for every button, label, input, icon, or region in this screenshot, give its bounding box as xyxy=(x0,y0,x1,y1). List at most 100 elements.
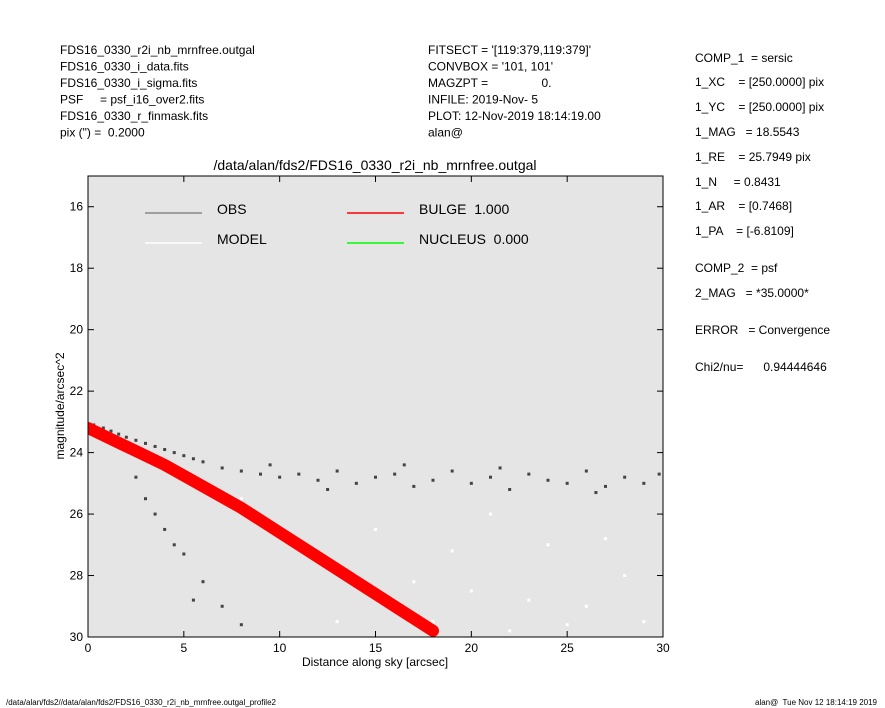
data-point xyxy=(374,475,377,479)
data-point xyxy=(117,432,121,436)
data-point xyxy=(239,623,243,627)
model-line xyxy=(88,422,439,637)
header-right-line: 1_XC = [250.0000] pix xyxy=(695,75,824,89)
header-right-line: 1_AR = [0.7468] xyxy=(695,199,792,213)
data-point xyxy=(469,481,473,485)
x-tick-label: 20 xyxy=(465,641,479,655)
header-left-line: FDS16_0330_i_data.fits xyxy=(60,60,189,74)
x-tick-label: 15 xyxy=(369,641,383,655)
data-point xyxy=(220,466,224,470)
plot-area xyxy=(88,422,661,637)
data-point xyxy=(469,589,473,593)
footer-left: /data/alan/fds2//data/alan/fds2/FDS16_03… xyxy=(6,698,277,707)
x-tick-label: 10 xyxy=(273,641,287,655)
data-point xyxy=(268,463,272,467)
y-axis-label: magnitude/arcsec^2 xyxy=(53,352,67,459)
data-point xyxy=(498,466,502,470)
data-point xyxy=(393,472,397,476)
data-point xyxy=(594,491,598,495)
x-tick-label: 5 xyxy=(180,641,187,655)
data-point xyxy=(326,487,330,491)
data-point xyxy=(172,543,176,547)
data-point xyxy=(163,448,167,452)
header-right-line: 1_YC = [250.0000] pix xyxy=(695,100,824,114)
data-point xyxy=(431,478,435,482)
header-right-line: COMP_1 = sersic xyxy=(695,51,793,65)
y-tick-label: 22 xyxy=(70,384,84,398)
data-point xyxy=(527,472,531,476)
data-point xyxy=(489,512,492,516)
header-right-line: 1_RE = 25.7949 pix xyxy=(695,150,811,164)
data-point xyxy=(172,451,176,455)
data-point xyxy=(431,620,435,624)
data-point xyxy=(623,475,627,479)
x-axis-label: Distance along sky [arcsec] xyxy=(302,655,448,669)
data-point xyxy=(109,429,113,433)
data-point xyxy=(239,469,243,473)
x-tick-label: 0 xyxy=(85,641,92,655)
header-right-line: 1_N = 0.8431 xyxy=(695,175,781,189)
data-point xyxy=(259,472,262,476)
header-left-line: FDS16_0330_r_finmask.fits xyxy=(60,109,208,123)
data-point xyxy=(220,604,224,608)
data-point xyxy=(201,460,205,464)
data-point xyxy=(297,472,301,476)
data-point xyxy=(565,623,569,627)
data-point xyxy=(412,580,416,584)
data-point xyxy=(402,463,406,467)
chart-title: /data/alan/fds2/FDS16_0330_r2i_nb_mrnfre… xyxy=(214,157,537,173)
data-point xyxy=(450,469,454,473)
data-point xyxy=(374,527,377,531)
data-point xyxy=(508,487,512,491)
data-point xyxy=(191,598,195,602)
data-point xyxy=(134,438,138,442)
header-right-line: Chi2/nu= 0.94444646 xyxy=(695,360,827,374)
header-right-line: ERROR = Convergence xyxy=(695,323,830,337)
header-right-line: 1_MAG = 18.5543 xyxy=(695,125,800,139)
header-right-line: 1_PA = [-6.8109] xyxy=(695,224,794,238)
data-point xyxy=(450,549,454,553)
data-point xyxy=(565,481,569,485)
data-point xyxy=(153,444,157,448)
data-point xyxy=(144,441,147,445)
header-right-line: 2_MAG = *35.0000* xyxy=(695,286,809,300)
data-point xyxy=(101,426,105,430)
legend-label: OBS xyxy=(217,201,247,217)
header-middle-line: PLOT: 12-Nov-2019 18:14:19.00 xyxy=(428,109,601,123)
y-tick-label: 16 xyxy=(70,200,84,214)
data-point xyxy=(144,497,147,501)
data-point xyxy=(278,475,282,479)
data-point xyxy=(182,454,186,458)
plot-frame xyxy=(87,175,664,638)
header-middle-line: CONVBOX = '101, 101' xyxy=(428,60,553,74)
data-point xyxy=(134,475,138,479)
header-left-line: FDS16_0330_r2i_nb_mrnfree.outgal xyxy=(60,43,255,57)
header-left-line: PSF = psf_i16_over2.fits xyxy=(60,93,204,107)
plot-background xyxy=(88,176,663,637)
x-tick-label: 25 xyxy=(560,641,574,655)
data-point xyxy=(489,475,492,479)
footer-right: alan@ Tue Nov 12 18:14:19 2019 xyxy=(755,698,878,707)
data-point xyxy=(239,497,243,501)
y-tick-label: 28 xyxy=(70,569,84,583)
header-left-line: pix (") = 0.2000 xyxy=(60,126,145,140)
header-middle-line: INFILE: 2019-Nov- 5 xyxy=(428,93,538,107)
legend-label: MODEL xyxy=(217,231,267,247)
data-point xyxy=(546,478,550,482)
data-point xyxy=(124,435,128,439)
data-point xyxy=(584,469,588,473)
header-left-line: FDS16_0330_i_sigma.fits xyxy=(60,76,197,90)
data-point xyxy=(335,620,339,624)
data-point xyxy=(527,598,531,602)
data-point xyxy=(623,574,627,578)
data-point xyxy=(201,580,205,584)
data-point xyxy=(604,484,607,488)
y-tick-label: 26 xyxy=(70,507,84,521)
data-point xyxy=(163,527,167,531)
header-middle-line: MAGZPT = 0. xyxy=(428,76,551,90)
header-right-line: COMP_2 = psf xyxy=(695,261,778,275)
data-point xyxy=(182,552,186,556)
y-tick-label: 20 xyxy=(70,323,84,337)
data-point xyxy=(508,629,512,633)
header-middle-line: FITSECT = '[119:379,119:379]' xyxy=(428,43,591,57)
